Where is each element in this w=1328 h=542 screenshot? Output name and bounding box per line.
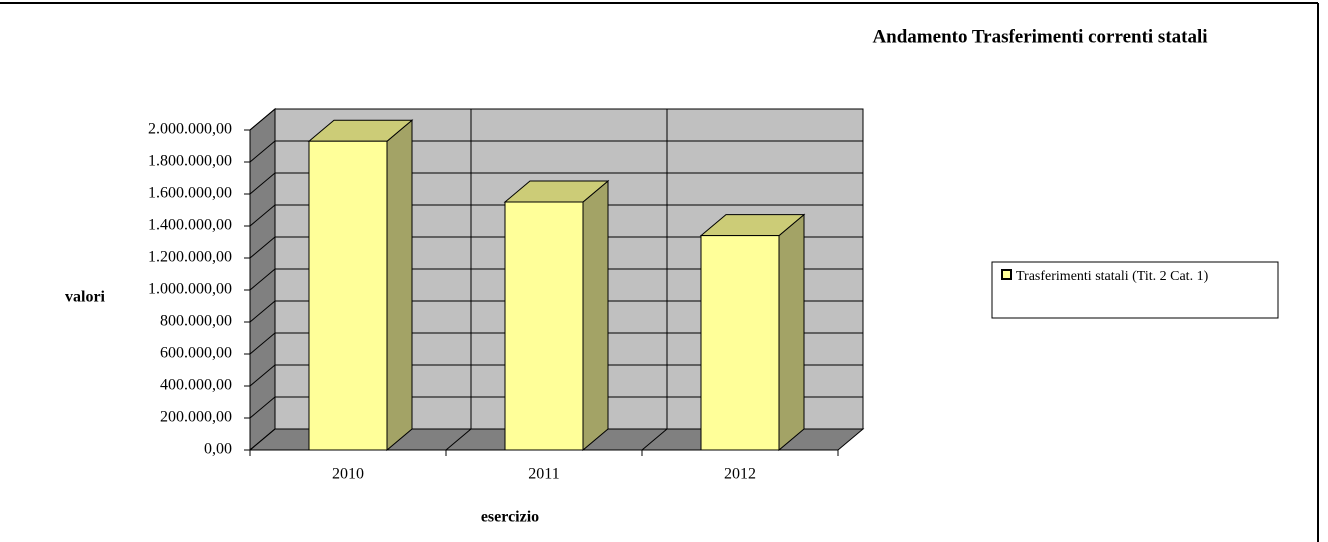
y-tick-label: 1.200.000,00: [148, 249, 232, 266]
y-axis-label: valori: [65, 289, 106, 306]
grid-line: [249, 172, 276, 195]
category-divider: [445, 428, 472, 451]
legend-label: Trasferimenti statali (Tit. 2 Cat. 1): [1016, 269, 1209, 284]
bar: [504, 201, 584, 451]
bar-side: [582, 179, 609, 452]
y-tick-label: 1.000.000,00: [148, 281, 232, 298]
y-tick-label: 1.600.000,00: [148, 185, 232, 202]
bar: [700, 235, 780, 451]
y-tick-label: 600.000,00: [160, 345, 232, 362]
y-tick-label: 1.800.000,00: [148, 153, 232, 170]
grid-line: [249, 364, 276, 387]
y-tick-label: 400.000,00: [160, 377, 232, 394]
chart-title: Andamento Trasferimenti correnti statali: [872, 26, 1207, 47]
y-tick-label: 200.000,00: [160, 409, 232, 426]
grid-line: [249, 332, 276, 355]
x-axis-label: esercizio: [481, 509, 539, 526]
x-tick-label: 2012: [724, 466, 756, 483]
grid-line: [249, 236, 276, 259]
y-tick-label: 1.400.000,00: [148, 217, 232, 234]
y-tick-label: 2.000.000,00: [148, 121, 232, 138]
category-divider: [641, 428, 668, 451]
grid-line: [249, 204, 276, 227]
legend-marker: [1001, 269, 1012, 280]
grid-line: [249, 428, 276, 451]
grid-line: [249, 140, 276, 163]
bar: [308, 140, 388, 451]
x-tick-label: 2011: [528, 466, 559, 483]
grid-line: [249, 108, 276, 131]
grid-line: [249, 300, 276, 323]
legend-box: [991, 261, 1279, 319]
bar-side: [386, 119, 413, 452]
y-tick-label: 800.000,00: [160, 313, 232, 330]
grid-line: [249, 268, 276, 291]
grid-line: [249, 396, 276, 419]
y-tick-label: 0,00: [204, 441, 232, 458]
x-tick-label: 2010: [332, 466, 364, 483]
bar-side: [778, 213, 805, 452]
